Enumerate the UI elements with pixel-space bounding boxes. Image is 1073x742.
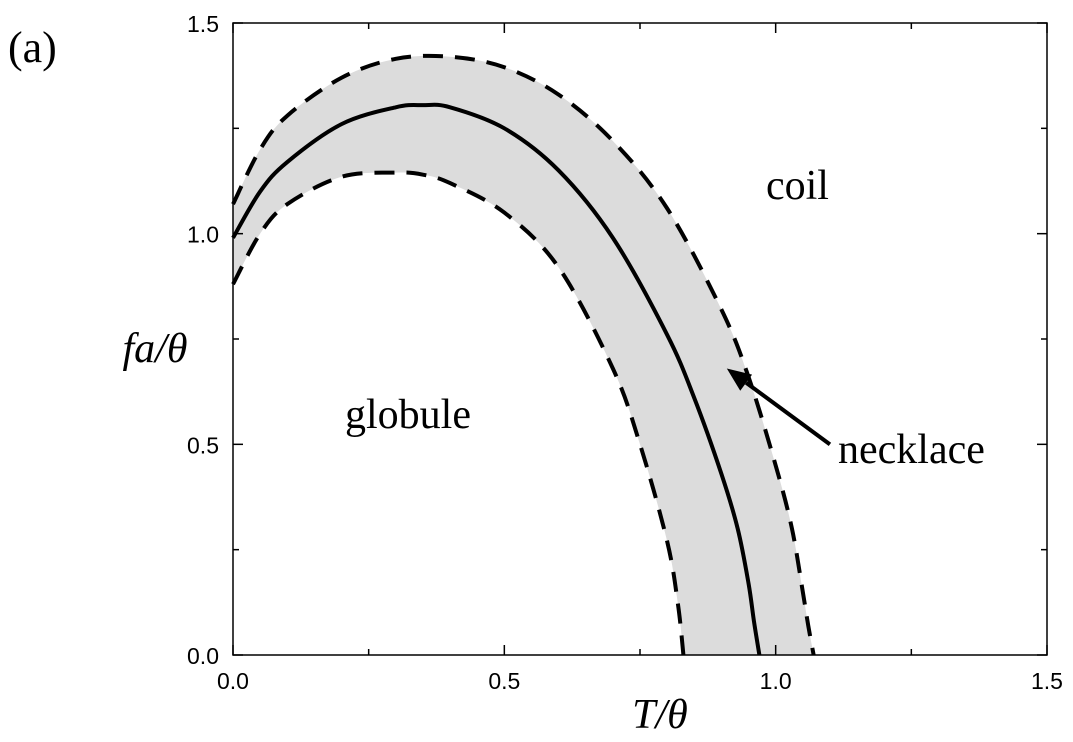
- x-tick-label: 1.5: [1031, 668, 1063, 694]
- x-tick-label: 0.0: [217, 668, 249, 694]
- necklace-region-label: necklace: [838, 427, 985, 473]
- x-tick-label: 1.0: [760, 668, 792, 694]
- y-tick-label: 0.0: [187, 643, 219, 669]
- globule-region-label: globule: [345, 392, 471, 438]
- y-tick-label: 1.5: [187, 11, 219, 37]
- panel-label: (a): [8, 23, 57, 72]
- coil-region-label: coil: [766, 163, 829, 209]
- y-tick-label: 1.0: [187, 222, 219, 248]
- x-tick-label: 0.5: [488, 668, 520, 694]
- necklace-region-shading: [233, 56, 814, 655]
- y-axis-label: fa/θ: [123, 326, 188, 372]
- necklace-region-fill: [233, 56, 814, 655]
- y-tick-label: 0.5: [187, 432, 219, 458]
- x-axis-label: T/θ: [632, 692, 688, 738]
